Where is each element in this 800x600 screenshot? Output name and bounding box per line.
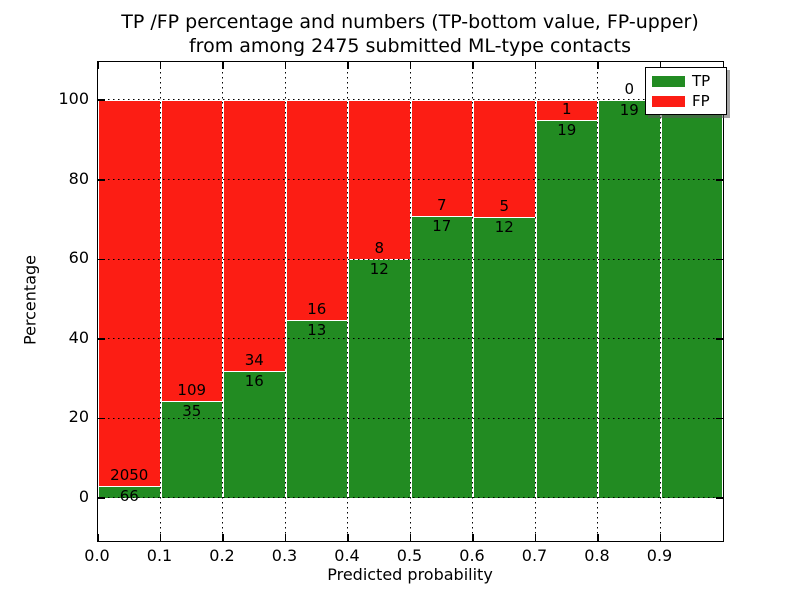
bar-segment-tp — [660, 100, 723, 499]
x-tick-mark — [97, 62, 99, 69]
legend-label-fp: FP — [692, 91, 710, 110]
bar-label-fp: 109 — [177, 381, 207, 400]
legend-row-fp: FP — [652, 91, 720, 110]
x-tick-mark — [659, 62, 662, 69]
x-tick-mark — [659, 534, 662, 541]
x-tick-mark — [472, 534, 474, 541]
gridline-vertical — [222, 62, 225, 541]
bar-segment-tp — [598, 100, 661, 499]
x-tick-mark — [597, 534, 599, 541]
bar-segment-tp — [535, 120, 598, 499]
bar-label-tp: 35 — [182, 402, 202, 421]
bar-segment-fp — [473, 100, 536, 218]
bar-label-tp: 66 — [119, 486, 139, 505]
x-tick-mark — [347, 62, 349, 69]
legend-row-tp: TP — [652, 71, 720, 90]
bar-segment-fp — [285, 100, 348, 320]
bar-segment-fp — [98, 100, 161, 486]
bar-label-fp: 1 — [561, 100, 572, 119]
x-tick-label: 0.0 — [84, 546, 110, 565]
x-tick-mark — [159, 534, 162, 541]
y-tick-label: 0 — [78, 487, 89, 507]
y-tick-mark — [98, 178, 105, 181]
bar-label-fp: 7 — [436, 196, 447, 215]
bar-label-fp: 16 — [307, 299, 327, 318]
gridline-vertical — [159, 62, 162, 541]
y-axis-label: Percentage — [20, 254, 40, 346]
gridline-vertical — [409, 62, 412, 541]
x-tick-label: 0.4 — [334, 546, 360, 565]
x-tick-label: 0.1 — [146, 546, 173, 565]
x-tick-label: 0.2 — [209, 546, 235, 565]
x-tick-mark — [222, 62, 224, 69]
bar-segment-tp — [223, 370, 286, 499]
bar-label-fp: 0 — [624, 80, 635, 99]
y-tick-label: 40 — [68, 327, 89, 347]
x-tick-mark — [534, 534, 537, 541]
bar-label-tp: 17 — [432, 217, 452, 236]
x-tick-label: 0.5 — [396, 546, 423, 565]
x-tick-label: 0.8 — [584, 546, 610, 565]
gridline-vertical — [659, 62, 662, 541]
plot-area: 205066109353416161381271751211901936 TP … — [97, 61, 727, 542]
gridline-vertical — [284, 62, 287, 541]
y-tick-mark — [98, 497, 105, 499]
x-tick-mark — [597, 62, 599, 69]
y-tick-mark — [716, 258, 723, 261]
bar-label-tp: 12 — [369, 260, 389, 279]
y-tick-mark — [98, 99, 105, 101]
bar-label-fp: 34 — [244, 350, 264, 369]
y-tick-mark — [716, 417, 723, 420]
x-tick-mark — [222, 534, 224, 541]
y-tick-mark — [98, 417, 105, 420]
y-tick-label: 80 — [68, 168, 89, 188]
bar-label-fp: 2050 — [110, 465, 149, 484]
x-tick-label: 0.6 — [459, 546, 485, 565]
bar-label-tp: 13 — [307, 320, 327, 339]
x-tick-mark — [97, 534, 99, 541]
bar-segment-tp — [348, 259, 411, 499]
gridline-vertical — [347, 62, 350, 541]
chart-title: TP /FP percentage and numbers (TP-bottom… — [0, 10, 800, 58]
chart-title-line1: TP /FP percentage and numbers (TP-bottom… — [121, 11, 699, 33]
x-tick-mark — [472, 62, 474, 69]
legend-swatch-fp-icon — [652, 95, 685, 107]
gridline-vertical — [534, 62, 537, 541]
x-tick-mark — [409, 62, 412, 69]
bar-segment-fp — [223, 100, 286, 371]
x-tick-label: 0.9 — [646, 546, 673, 565]
bar-label-fp: 8 — [374, 239, 385, 258]
y-tick-mark — [716, 497, 723, 499]
bar-segment-fp — [160, 100, 223, 402]
bar-label-tp: 16 — [244, 371, 264, 390]
y-tick-label: 20 — [68, 407, 89, 427]
bar-segment-tp — [285, 319, 348, 499]
y-tick-mark — [716, 338, 723, 340]
bar-label-tp: 19 — [619, 101, 639, 120]
y-tick-label: 100 — [58, 89, 89, 109]
x-tick-mark — [284, 534, 287, 541]
bar-label-tp: 19 — [557, 121, 577, 140]
chart-title-line2: from among 2475 submitted ML-type contac… — [188, 35, 632, 57]
x-tick-mark — [347, 534, 349, 541]
x-tick-label: 0.3 — [271, 546, 298, 565]
x-tick-mark — [159, 62, 162, 69]
x-tick-mark — [409, 534, 412, 541]
bar-label-fp: 5 — [499, 197, 510, 216]
x-tick-mark — [534, 62, 537, 69]
y-tick-mark — [716, 178, 723, 181]
y-tick-mark — [98, 258, 105, 261]
y-tick-mark — [98, 338, 105, 340]
x-tick-mark — [284, 62, 287, 69]
legend-label-tp: TP — [692, 71, 711, 90]
x-tick-label: 0.7 — [521, 546, 548, 565]
x-axis-label: Predicted probability — [327, 565, 493, 584]
legend: TP FP — [645, 67, 727, 115]
bar-label-tp: 12 — [494, 218, 514, 237]
gridline-vertical — [472, 62, 475, 541]
gridline-vertical — [597, 62, 600, 541]
y-tick-label: 60 — [68, 248, 89, 268]
legend-swatch-tp-icon — [652, 75, 685, 87]
